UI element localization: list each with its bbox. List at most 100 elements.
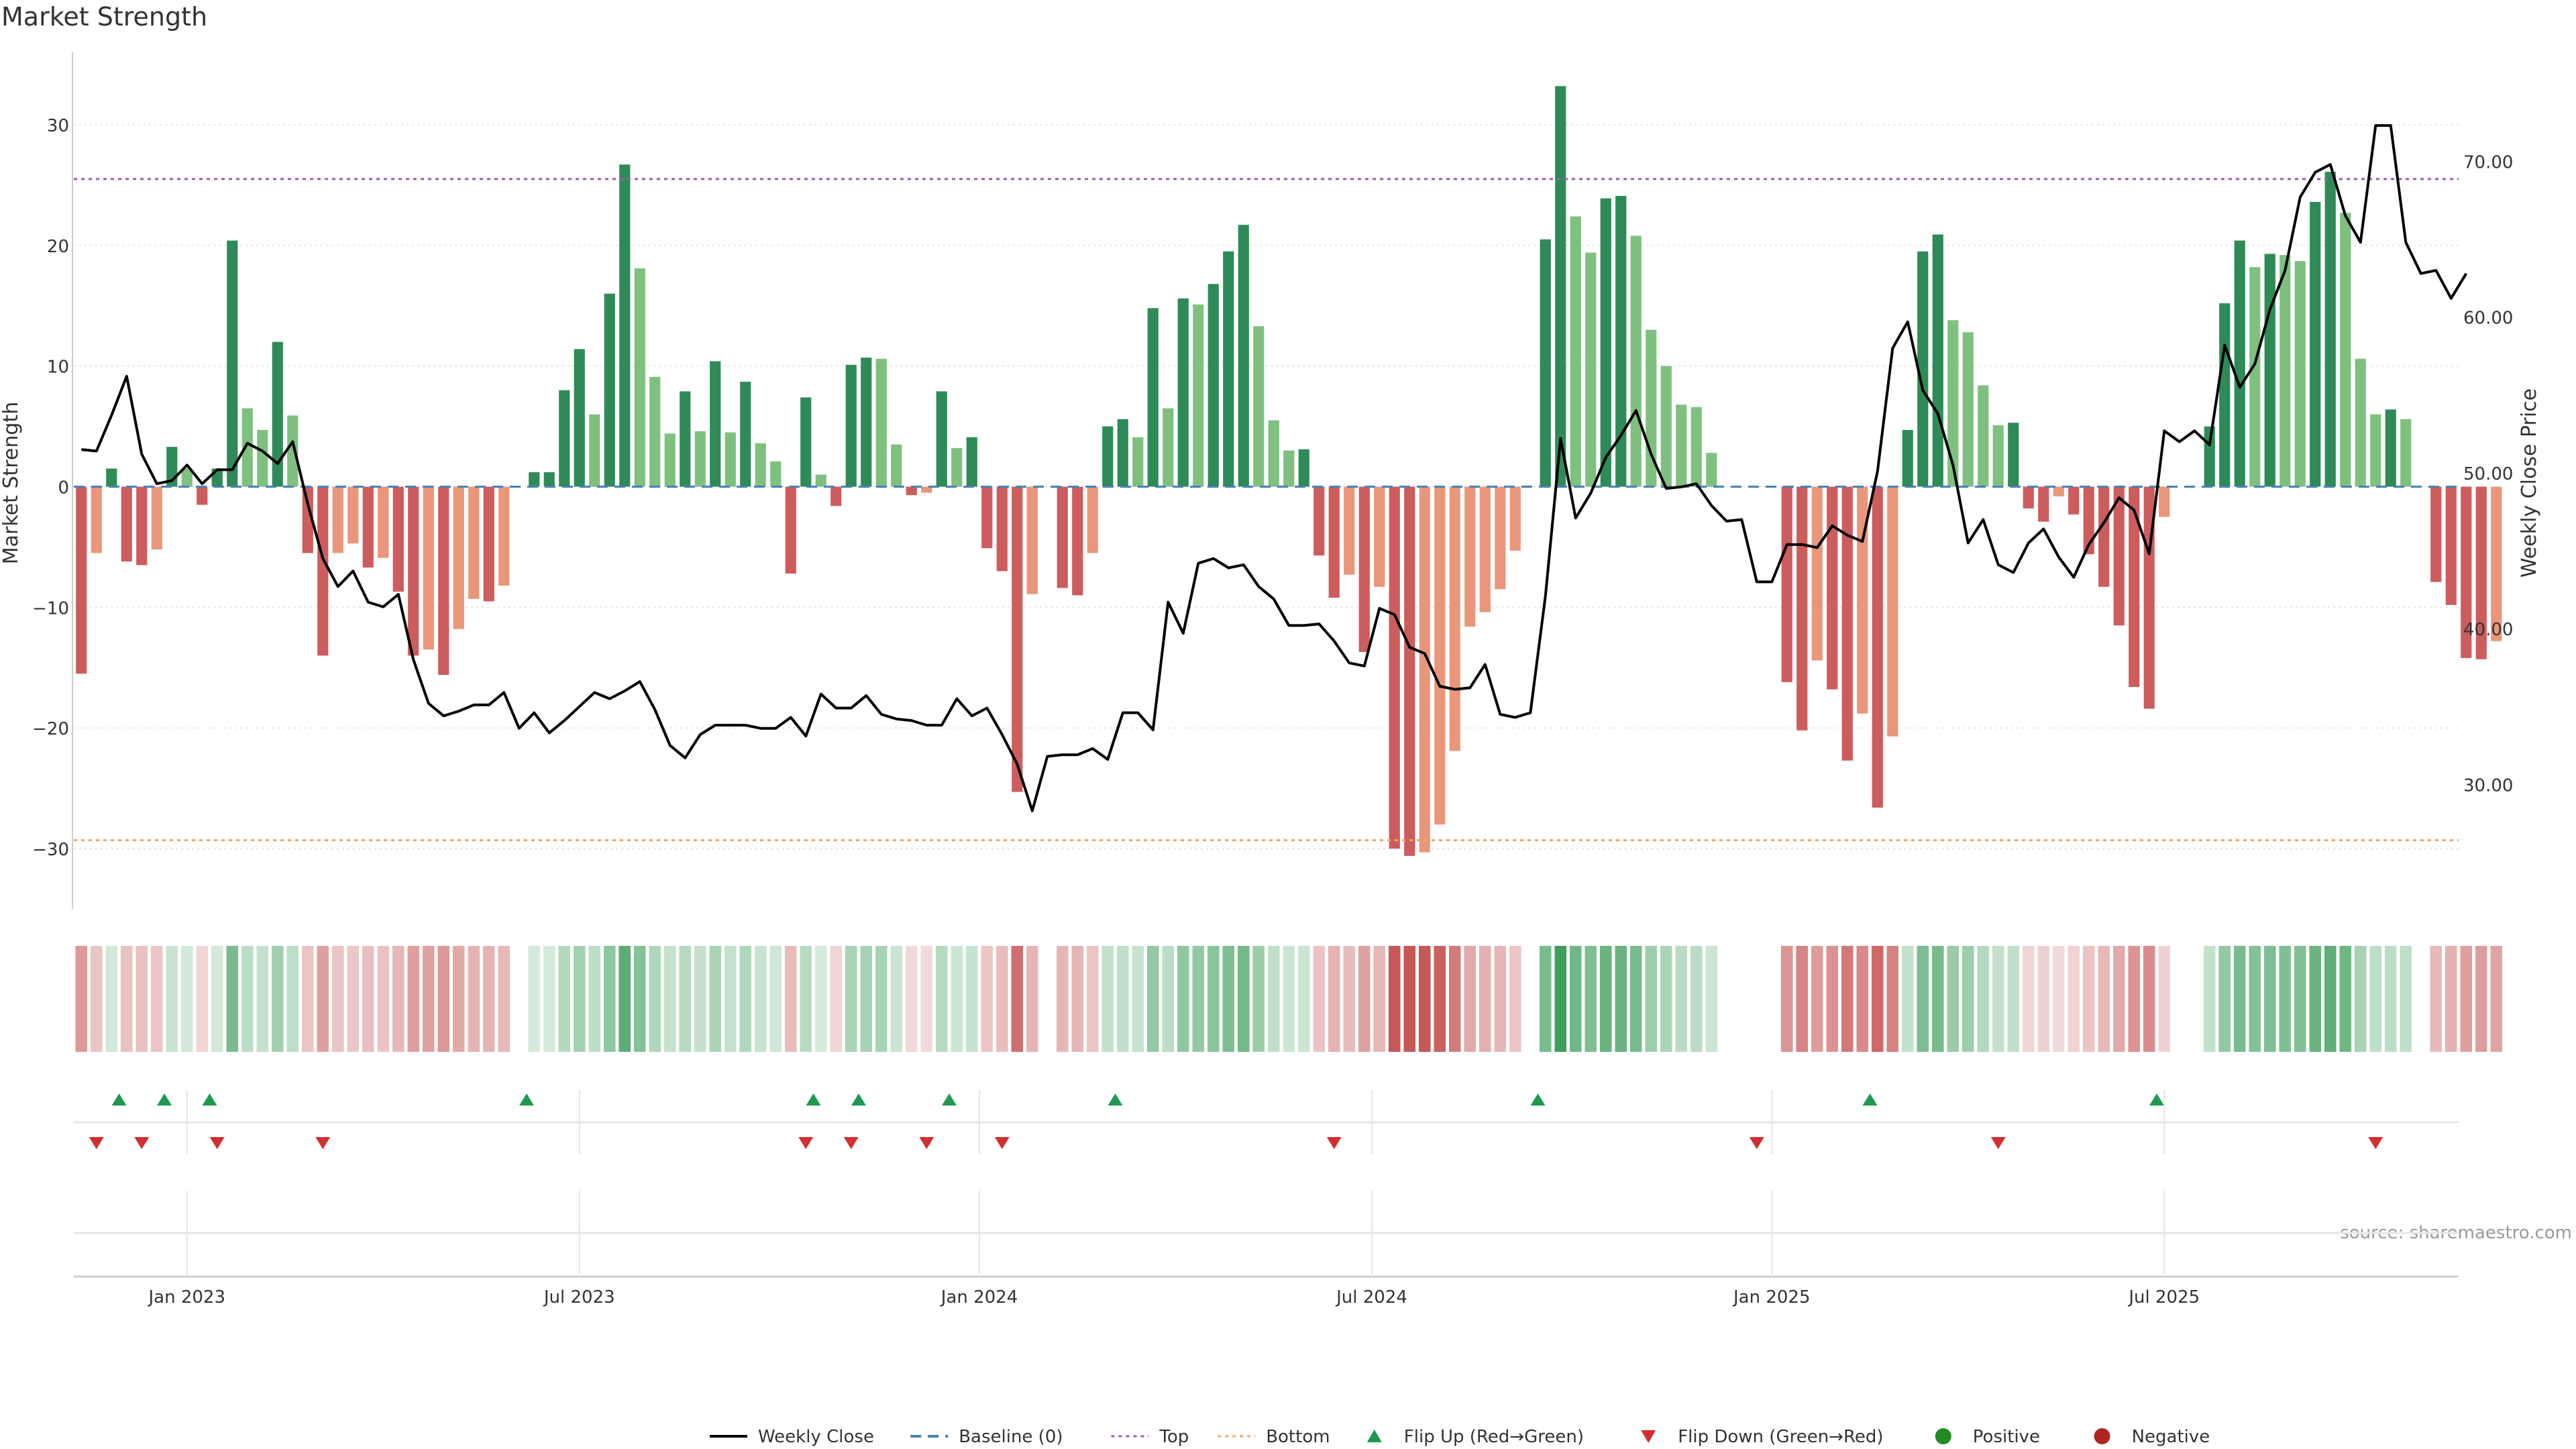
flip-up-marker [851, 1093, 866, 1106]
heat-cell [1207, 946, 1220, 1052]
heat-cell [196, 946, 209, 1052]
y-tick-left: 30 [47, 116, 69, 136]
strength-bar [2068, 486, 2080, 515]
heat-cell [347, 946, 360, 1052]
strength-bar [2310, 202, 2321, 487]
flip-markers [74, 1093, 2459, 1234]
heat-cell [105, 946, 118, 1052]
strength-bar [1992, 425, 2004, 487]
heat-cell [2294, 946, 2306, 1052]
heat-cell [2218, 946, 2231, 1052]
legend-item: Weekly Close [710, 1427, 874, 1447]
heat-cell [1252, 946, 1265, 1052]
strength-bar [1147, 308, 1159, 487]
axes-layer: 30 20 10 0 −10 −20 −30 70.00 60.00 50.00 40.00 30.0… [32, 52, 2513, 909]
strength-bar [604, 293, 615, 487]
heat-cell [1660, 946, 1672, 1052]
strength-bar [1479, 486, 1491, 612]
heat-cell [603, 946, 616, 1052]
heat-cell [543, 946, 555, 1052]
heat-cell [905, 946, 918, 1052]
heat-cell [875, 946, 888, 1052]
heat-cell [2158, 946, 2171, 1052]
flip-down-marker [843, 1137, 859, 1149]
heat-cell [1132, 946, 1144, 1052]
strength-bar [272, 341, 283, 487]
heat-cell [709, 946, 722, 1052]
heat-cell [2249, 946, 2261, 1052]
strength-bar [1012, 486, 1023, 792]
strength-bar [1404, 486, 1415, 856]
strength-bar [1087, 486, 1098, 553]
strength-bar [1117, 419, 1128, 487]
strength-bar [2083, 486, 2094, 555]
strength-bar [1072, 486, 1083, 596]
heat-cell [1826, 946, 1839, 1052]
strength-bar [1374, 486, 1385, 587]
heat-cell [1328, 946, 1340, 1052]
strength-bar [408, 486, 419, 656]
strength-bar [332, 486, 343, 553]
heat-cell [2007, 946, 2020, 1052]
heat-cell [1267, 946, 1280, 1052]
heat-cell [90, 946, 103, 1052]
strength-bar [1193, 304, 1204, 487]
heat-cell [1343, 946, 1356, 1052]
heat-cell [1539, 946, 1552, 1052]
strength-bar [921, 486, 932, 493]
strength-bar [664, 433, 676, 487]
heat-cell [1599, 946, 1612, 1052]
heat-cell [2098, 946, 2110, 1052]
flip-up-marker [1530, 1093, 1546, 1106]
strength-bar [2113, 486, 2125, 626]
heat-cell [965, 946, 978, 1052]
heat-cell [1705, 946, 1718, 1052]
strength-bar [2461, 486, 2472, 658]
heat-cell [2022, 946, 2035, 1052]
legend-label: Baseline (0) [959, 1427, 1063, 1447]
heat-cell [1358, 946, 1371, 1052]
strength-bar [740, 382, 751, 487]
strength-bar [2249, 267, 2261, 487]
heat-cell [286, 946, 299, 1052]
flip-up-marker [806, 1093, 821, 1106]
flip-down-marker [209, 1137, 225, 1149]
strength-bar [2053, 486, 2064, 496]
strength-bar [2340, 213, 2351, 487]
heat-cell [75, 946, 88, 1052]
strength-bar [302, 486, 313, 553]
strength-bar [76, 486, 87, 674]
heat-cell [498, 946, 511, 1052]
heat-cell [1886, 946, 1899, 1052]
strength-bar [453, 486, 464, 629]
strength-bar [710, 361, 721, 487]
heat-cell [996, 946, 1008, 1052]
strength-bar [559, 390, 570, 487]
heat-cell [1645, 946, 1658, 1052]
flip-up-marker [111, 1093, 127, 1106]
strength-bar [1328, 486, 1340, 598]
heat-cell [1871, 946, 1884, 1052]
heat-cell [2233, 946, 2246, 1052]
strength-bar [1811, 486, 1823, 661]
flip-up-marker [202, 1093, 217, 1106]
strength-bar [2129, 486, 2140, 688]
y-tick-right: 40.00 [2463, 620, 2513, 640]
x-tick-label: Jul 2025 [2127, 1287, 2200, 1307]
heat-cell [754, 946, 767, 1052]
heat-cell [1192, 946, 1205, 1052]
strength-bar [1857, 486, 1868, 714]
flip-up-marker [1862, 1093, 1878, 1106]
flip-down-marker [89, 1137, 104, 1149]
strength-bar [1827, 486, 1838, 690]
strength-bar [996, 486, 1008, 572]
heat-cell [226, 946, 239, 1052]
strength-bar [861, 358, 872, 487]
legend-item: Top [1111, 1427, 1189, 1447]
strength-bars [76, 86, 2502, 856]
heat-cell [1102, 946, 1114, 1052]
heat-cell [2279, 946, 2292, 1052]
strength-bar [287, 415, 299, 487]
strength-bar [1208, 284, 1219, 487]
